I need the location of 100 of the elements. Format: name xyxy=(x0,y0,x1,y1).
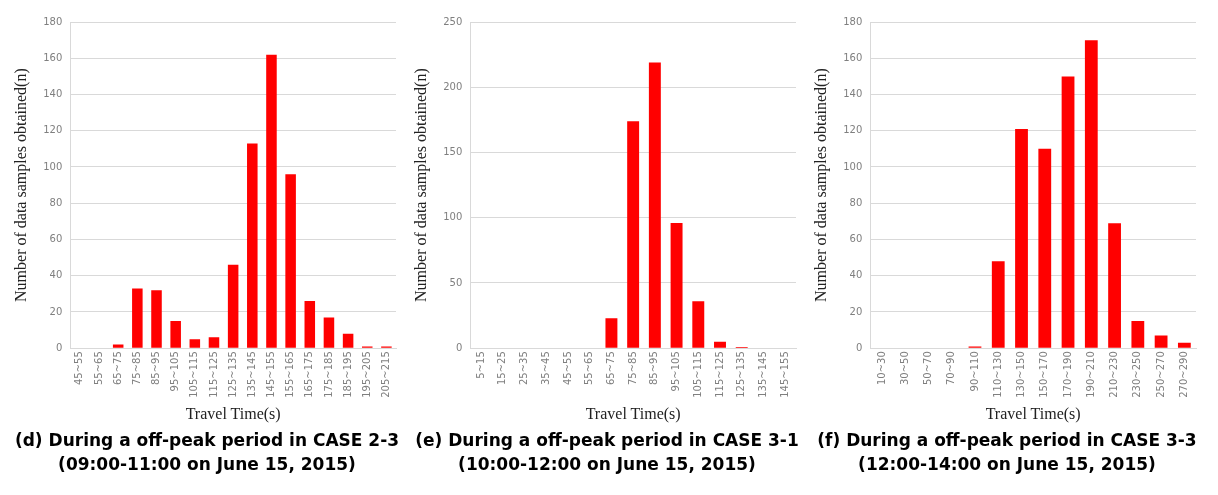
x-tick-label: 85~95 xyxy=(648,351,660,386)
x-tick-label: 150~170 xyxy=(1038,351,1050,398)
bar xyxy=(189,339,201,348)
x-tick-label: 155~165 xyxy=(284,351,296,398)
x-tick-label: 65~75 xyxy=(111,351,123,386)
x-tick-label: 115~125 xyxy=(207,351,219,398)
bar xyxy=(1154,335,1168,348)
x-tick-label: 175~185 xyxy=(322,351,334,398)
y-tick-label: 0 xyxy=(855,341,863,353)
x-tick-label: 45~55 xyxy=(561,351,573,386)
x-tick-label: 205~215 xyxy=(380,351,392,398)
bar xyxy=(285,174,296,348)
x-tick-label: 250~270 xyxy=(1154,351,1166,398)
x-tick-label: 135~145 xyxy=(245,351,257,398)
x-tick-label: 115~125 xyxy=(713,351,725,398)
y-tick-label: 20 xyxy=(49,305,63,317)
y-tick-label: 100 xyxy=(843,160,863,172)
bar xyxy=(208,337,220,348)
text: (12:00-14:00 on June 15, 2015) xyxy=(858,453,1156,476)
x-tick-label: 95~105 xyxy=(169,351,181,392)
y-tick-label: 250 xyxy=(443,15,463,27)
y-tick-label: 50 xyxy=(449,276,463,288)
bar xyxy=(112,344,124,348)
x-tick-label: 65~75 xyxy=(605,351,617,386)
bar xyxy=(1131,321,1145,348)
x-tick-label: 85~95 xyxy=(150,351,162,386)
x-tick-label: 270~290 xyxy=(1177,351,1189,398)
y-tick-label: 0 xyxy=(55,341,63,353)
x-tick-label: 145~155 xyxy=(265,351,277,398)
y-tick-label: 140 xyxy=(843,88,863,100)
y-tick-label: 200 xyxy=(443,80,463,92)
y-axis-title: Number of data samples obtained(n) xyxy=(11,68,30,302)
x-tick-label: 210~230 xyxy=(1108,351,1120,398)
y-tick-label: 100 xyxy=(443,211,463,223)
x-tick-label: 95~105 xyxy=(670,351,682,392)
x-axis-title: Travel Time(s) xyxy=(985,404,1081,423)
y-tick-label: 60 xyxy=(49,233,63,245)
bar xyxy=(692,301,705,348)
bar xyxy=(627,121,640,348)
y-tick-label: 160 xyxy=(843,51,863,63)
bar xyxy=(247,143,258,348)
x-axis-title: Travel Time(s) xyxy=(585,404,681,423)
y-axis-title: Number of data samples obtained(n) xyxy=(411,68,430,302)
y-tick-label: 120 xyxy=(43,124,63,136)
x-tick-label: 5~15 xyxy=(474,351,486,379)
bar xyxy=(714,341,726,348)
x-tick-label: 55~65 xyxy=(92,351,104,386)
bar xyxy=(132,288,143,348)
x-tick-label: 45~55 xyxy=(73,351,85,386)
x-tick-label: 135~145 xyxy=(757,351,769,398)
x-tick-label: 195~205 xyxy=(360,351,372,398)
x-tick-label: 50~70 xyxy=(922,351,934,386)
y-axis-title: Number of data samples obtained(n) xyxy=(811,68,830,302)
x-tick-label: 35~45 xyxy=(539,351,551,386)
bar xyxy=(1038,148,1052,348)
bar xyxy=(670,222,683,348)
bar xyxy=(304,301,316,348)
y-tick-label: 80 xyxy=(849,196,863,208)
text: (d) During a off-peak period in CASE 2-3 xyxy=(14,429,400,452)
x-tick-label: 75~85 xyxy=(626,351,638,386)
bar xyxy=(648,62,661,348)
x-tick-label: 170~190 xyxy=(1061,351,1073,398)
y-tick-label: 100 xyxy=(43,160,63,172)
x-tick-label: 70~90 xyxy=(945,351,957,386)
x-tick-label: 90~110 xyxy=(968,351,980,392)
bar xyxy=(1015,128,1028,348)
x-tick-label: 105~115 xyxy=(188,351,200,398)
bar xyxy=(342,333,354,348)
text: (e) During a off-peak period in CASE 3-1 xyxy=(415,429,799,452)
x-tick-label: 110~130 xyxy=(991,351,1003,398)
y-tick-label: 40 xyxy=(849,269,863,281)
x-tick-label: 25~35 xyxy=(518,351,530,386)
bar xyxy=(1108,223,1121,348)
bar xyxy=(266,54,277,348)
x-tick-label: 125~135 xyxy=(226,351,238,398)
x-tick-label: 165~175 xyxy=(303,351,315,398)
x-tick-label: 130~150 xyxy=(1015,351,1027,398)
bar xyxy=(227,264,239,348)
text: (10:00-12:00 on June 15, 2015) xyxy=(458,453,756,476)
x-tick-label: 105~115 xyxy=(691,351,703,398)
text: (f) During a off-peak period in CASE 3-3 xyxy=(817,429,1197,452)
x-tick-label: 185~195 xyxy=(341,351,353,398)
bar xyxy=(151,290,162,348)
y-tick-label: 150 xyxy=(443,146,463,158)
bar xyxy=(1084,40,1098,348)
y-tick-label: 0 xyxy=(455,341,463,353)
bar xyxy=(605,318,618,348)
y-tick-label: 40 xyxy=(49,269,63,281)
x-tick-label: 125~135 xyxy=(735,351,747,398)
bar xyxy=(170,321,181,348)
x-tick-label: 30~50 xyxy=(898,351,910,386)
y-tick-label: 180 xyxy=(43,15,63,27)
x-tick-label: 230~250 xyxy=(1131,351,1143,398)
x-tick-label: 55~65 xyxy=(583,351,595,386)
x-tick-label: 190~210 xyxy=(1084,351,1096,398)
x-tick-label: 75~85 xyxy=(130,351,142,386)
x-axis-title: Travel Time(s) xyxy=(185,404,281,423)
x-tick-label: 145~155 xyxy=(778,351,790,398)
y-tick-label: 140 xyxy=(43,88,63,100)
y-tick-label: 60 xyxy=(849,233,863,245)
